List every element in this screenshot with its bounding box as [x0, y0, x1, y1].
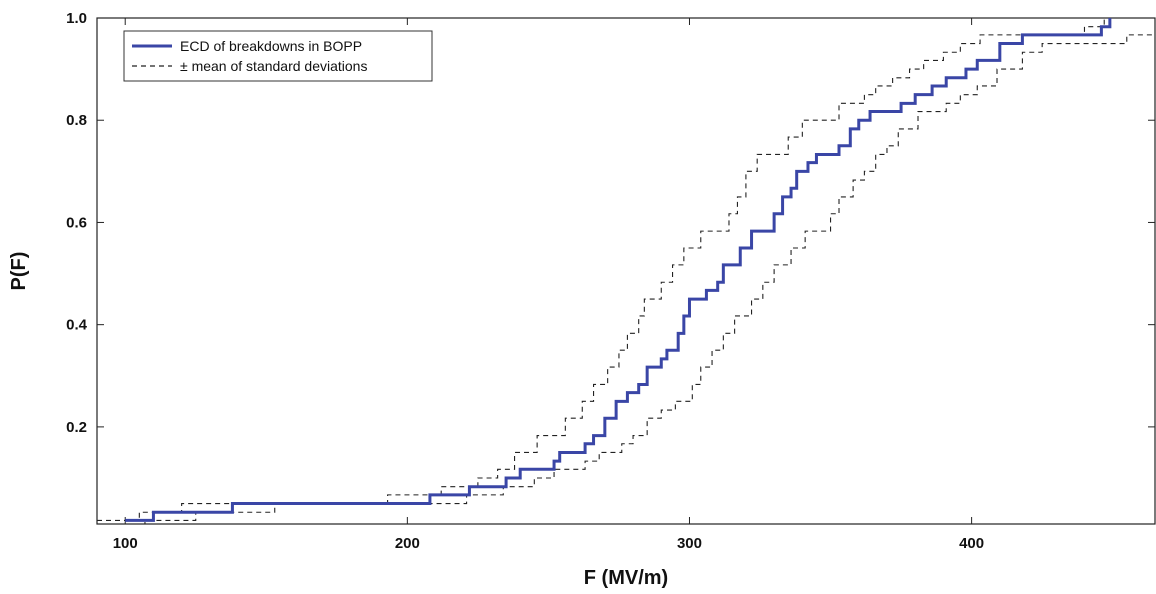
- legend: ECD of breakdowns in BOPP ± mean of stan…: [123, 30, 433, 82]
- y-tick-label-0.2: 0.2: [66, 419, 87, 436]
- legend-label-ecd: ECD of breakdowns in BOPP: [180, 38, 362, 54]
- series-group: [97, 18, 1155, 525]
- x-tick-label-400: 400: [959, 535, 984, 552]
- plot-area: [96, 17, 1156, 525]
- y-tick-label-1: 1.0: [66, 10, 87, 27]
- y-tick-label-0.6: 0.6: [66, 214, 87, 231]
- y-tick-label-0.4: 0.4: [66, 317, 88, 334]
- tick-group: 100 200 300 400 0.2 0.4 0.6 0.8 1.0: [66, 10, 1155, 552]
- y-axis-title: P(F): [8, 252, 30, 291]
- x-tick-label-200: 200: [395, 535, 420, 552]
- x-tick-label-100: 100: [113, 535, 138, 552]
- legend-label-std: ± mean of standard deviations: [180, 58, 367, 74]
- std-lower-bound-line: [97, 34, 1155, 525]
- ecd-line: [125, 18, 1112, 522]
- y-tick-label-0.8: 0.8: [66, 112, 87, 129]
- x-axis-title: F (MV/m): [584, 567, 668, 589]
- legend-box: [123, 30, 433, 82]
- std-upper-bound-line: [97, 18, 1105, 521]
- x-tick-label-300: 300: [677, 535, 702, 552]
